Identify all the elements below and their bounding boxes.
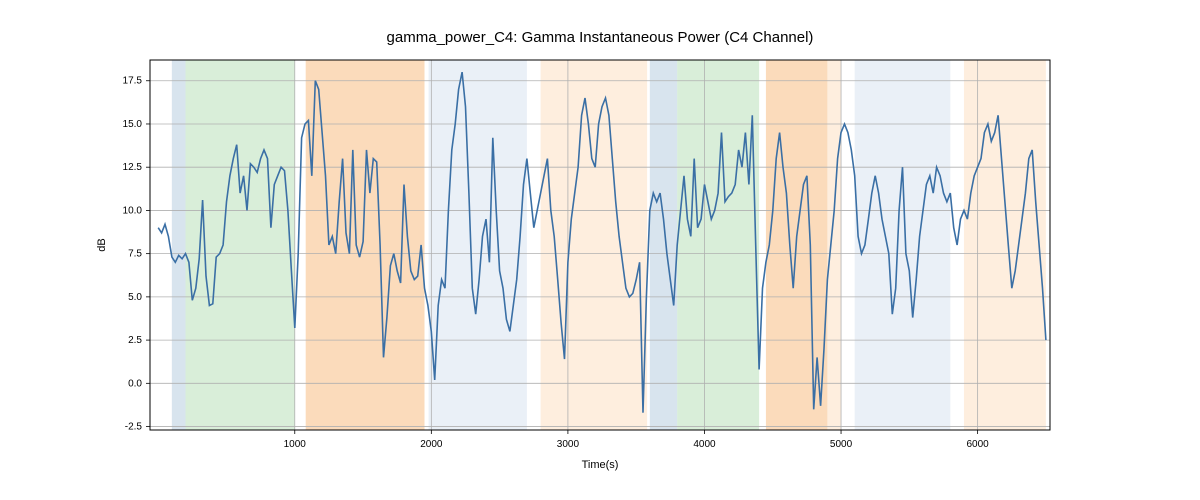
y-tick-label: 5.0 <box>128 292 142 303</box>
background-band <box>677 60 759 430</box>
background-band <box>855 60 951 430</box>
y-tick-label: -2.5 <box>125 422 143 433</box>
chart-title: gamma_power_C4: Gamma Instantaneous Powe… <box>387 29 814 46</box>
chart-container: 1000 2000 3000 4000 5000 6000 -2.5 0.0 2.5 5.0 7.5… <box>0 0 1200 500</box>
y-tick-label: 12.5 <box>123 162 143 173</box>
y-tick-label: 10.0 <box>123 205 143 216</box>
background-band <box>186 60 295 430</box>
x-tick-label: 5000 <box>830 439 853 450</box>
background-band <box>172 60 186 430</box>
y-tick-label: 7.5 <box>128 249 142 260</box>
y-tick-label: 0.0 <box>128 378 142 389</box>
y-axis-label: dB <box>96 238 108 251</box>
y-tick-label: 2.5 <box>128 335 142 346</box>
y-tick-label: 15.0 <box>123 119 143 130</box>
x-tick-label: 6000 <box>966 439 989 450</box>
x-tick-label: 2000 <box>420 439 443 450</box>
line-chart: 1000 2000 3000 4000 5000 6000 -2.5 0.0 2.5 5.0 7.5… <box>0 0 1200 500</box>
x-tick-label: 4000 <box>693 439 716 450</box>
background-band <box>827 60 841 430</box>
background-band <box>541 60 648 430</box>
background-band <box>306 60 425 430</box>
x-tick-label: 1000 <box>284 439 307 450</box>
x-tick-label: 3000 <box>557 439 580 450</box>
background-band <box>650 60 677 430</box>
x-axis-label: Time(s) <box>582 459 619 471</box>
background-band <box>964 60 1046 430</box>
y-tick-label: 17.5 <box>123 76 143 87</box>
background-band <box>429 60 527 430</box>
